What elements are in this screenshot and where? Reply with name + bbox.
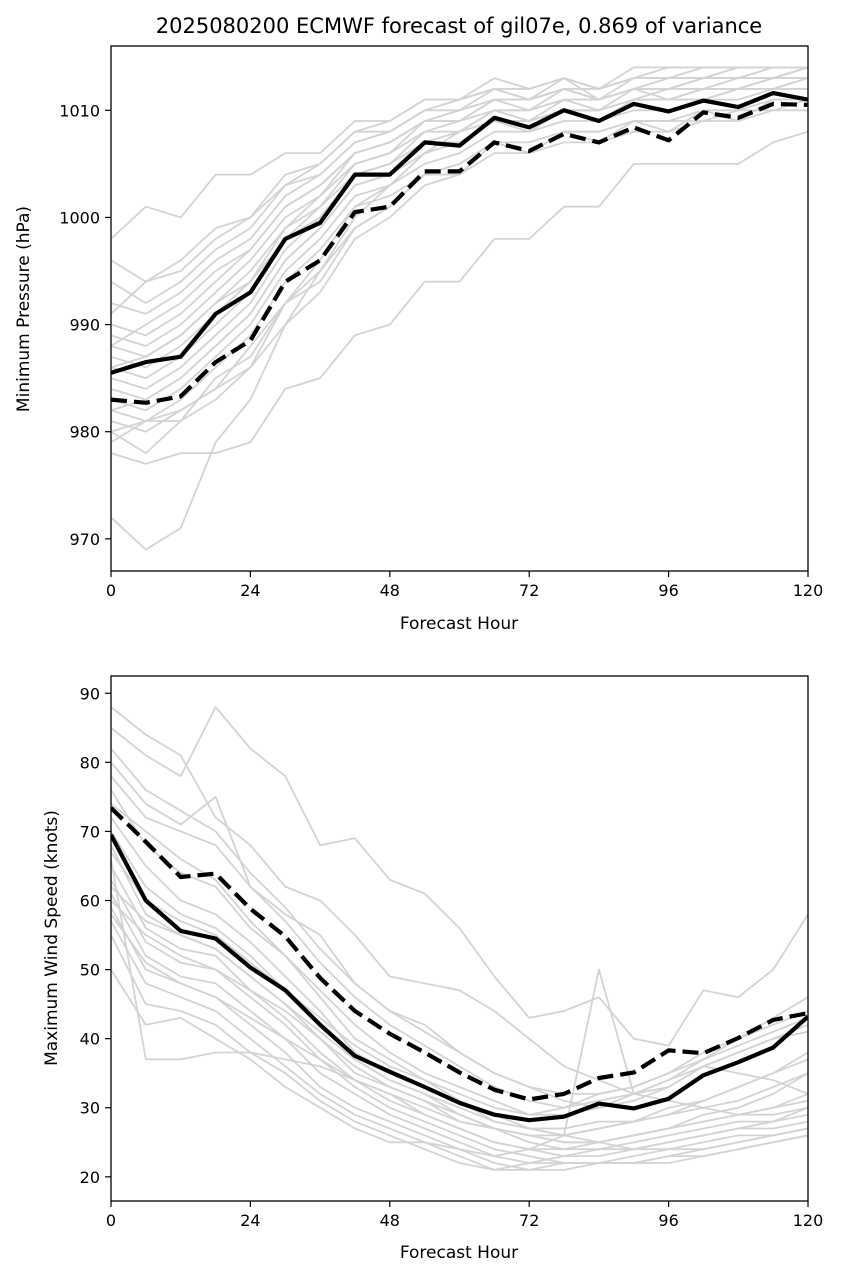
pressure-y-tick-label: 990 <box>69 316 100 335</box>
pressure-solid-series-line <box>111 90 808 375</box>
pressure-ensemble-member-line <box>111 98 808 433</box>
pressure-x-tick-label: 0 <box>106 581 116 600</box>
wind-y-tick-label: 90 <box>80 684 100 703</box>
wind-ensemble-member-line <box>111 747 808 1095</box>
pressure-x-tick-label: 72 <box>519 581 539 600</box>
wind-ensemble-member-line <box>111 886 808 1130</box>
pressure-ensemble-member-line <box>111 98 808 433</box>
pressure-ensemble-member-line <box>111 66 808 347</box>
wind-y-axis-label: Maximum Wind Speed (knots) <box>42 810 62 1066</box>
wind-ensemble-member-line <box>111 851 808 1116</box>
figure-title: 2025080200 ECMWF forecast of gil07e, 0.8… <box>156 14 762 38</box>
wind-ensemble-member-line <box>111 899 808 1137</box>
wind-y-tick-label: 20 <box>80 1168 100 1187</box>
wind-x-tick-label: 72 <box>519 1211 539 1230</box>
pressure-ensemble-member-line <box>111 66 808 337</box>
wind-ensemble-member-line <box>111 858 808 1151</box>
wind-x-tick-label: 48 <box>380 1211 400 1230</box>
pressure-ensemble-member-line <box>111 130 808 465</box>
wind-ensemble-member-line <box>111 803 808 1116</box>
wind-y-tick-label: 40 <box>80 1030 100 1049</box>
wind-x-tick-label: 0 <box>106 1211 116 1230</box>
wind-ensemble-member-line <box>111 830 808 1144</box>
pressure-ensemble-member-line <box>111 109 808 444</box>
pressure-dashed-series-line <box>111 101 808 405</box>
pressure-x-tick-label: 24 <box>240 581 260 600</box>
pressure-ensemble-member-line <box>111 77 808 369</box>
pressure-plot-area <box>111 66 808 551</box>
wind-y-tick-label: 30 <box>80 1099 100 1118</box>
wind-x-tick-label: 120 <box>793 1211 824 1230</box>
wind-ensemble-member-line <box>111 920 808 1171</box>
pressure-ensemble-member-line <box>111 66 808 315</box>
wind-y-tick-label: 70 <box>80 822 100 841</box>
pressure-y-tick-label: 1010 <box>59 101 100 120</box>
pressure-chart: Forecast Hour Minimum Pressure (hPa) 0 24… <box>14 45 824 634</box>
wind-x-axis-label: Forecast Hour <box>400 1243 518 1263</box>
wind-ensemble-member-line <box>111 706 808 1047</box>
pressure-axes-frame <box>110 45 809 572</box>
wind-ensemble-member-line <box>111 706 808 1095</box>
wind-solid-series-line <box>111 833 808 1123</box>
pressure-ensemble-member-line <box>111 77 808 390</box>
wind-ensemble-member-line <box>111 879 808 1164</box>
pressure-ensemble-member-line <box>111 66 808 315</box>
wind-plot-area <box>111 706 808 1171</box>
wind-ensemble-member-line <box>111 775 808 1109</box>
pressure-x-axis-label: Forecast Hour <box>400 614 518 634</box>
pressure-y-axis-label: Minimum Pressure (hPa) <box>14 206 34 412</box>
wind-ensemble-member-line <box>111 913 808 1151</box>
wind-chart: Forecast Hour Maximum Wind Speed (knots)… <box>42 675 824 1263</box>
pressure-x-tick-label: 48 <box>380 581 400 600</box>
wind-x-tick-label: 24 <box>240 1211 260 1230</box>
wind-y-tick-label: 60 <box>80 892 100 911</box>
pressure-y-tick-label: 970 <box>69 530 100 549</box>
pressure-y-tick-label: 980 <box>69 423 100 442</box>
pressure-x-tick-label: 120 <box>793 581 824 600</box>
wind-ensemble-member-line <box>111 789 808 1137</box>
wind-ensemble-member-line <box>111 893 808 1164</box>
wind-axes-frame <box>110 675 809 1202</box>
wind-dashed-series-line <box>111 806 808 1102</box>
wind-y-tick-label: 80 <box>80 753 100 772</box>
pressure-ensemble-member-line <box>111 88 808 551</box>
pressure-ensemble-member-line <box>111 88 808 422</box>
wind-ensemble-member-line <box>111 934 808 1171</box>
pressure-y-tick-label: 1000 <box>59 208 100 227</box>
wind-x-tick-label: 96 <box>658 1211 678 1230</box>
pressure-x-tick-label: 96 <box>658 581 678 600</box>
wind-y-tick-label: 50 <box>80 961 100 980</box>
